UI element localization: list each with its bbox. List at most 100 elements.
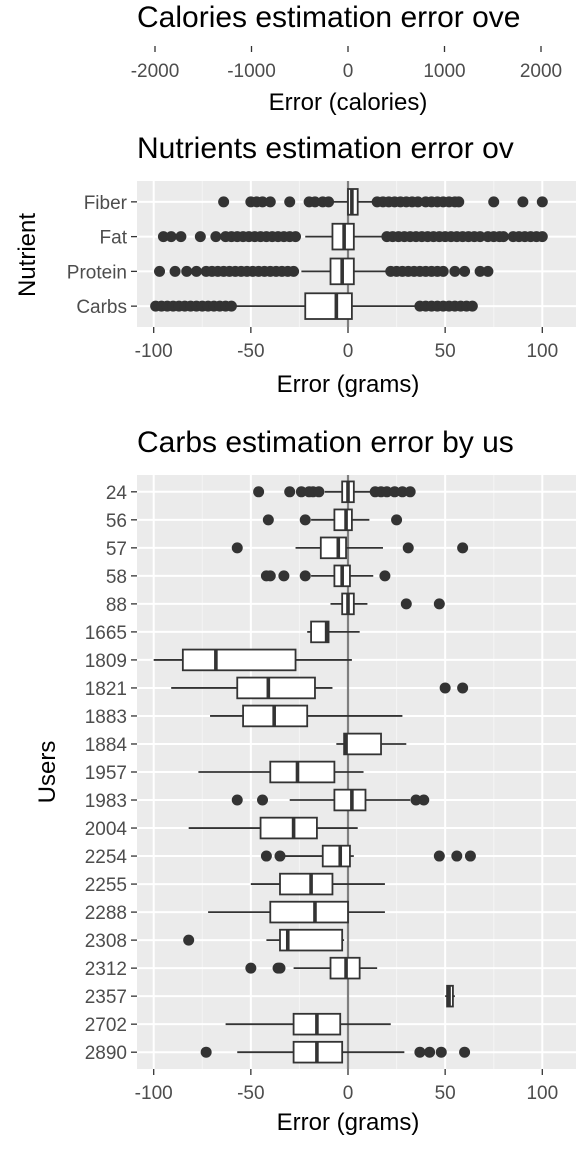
nutrients-outlier-point <box>225 300 237 312</box>
users-box <box>279 928 344 952</box>
users-box-1809 <box>153 648 352 672</box>
users-box-1983 <box>231 788 430 812</box>
nutrients-outlier-point <box>181 265 193 277</box>
users-box <box>259 816 318 840</box>
nutrients-outlier-point <box>474 265 486 277</box>
users-outlier-point <box>274 962 286 974</box>
nutrients-outlier-point <box>290 231 302 243</box>
users-outlier-point <box>414 1046 426 1058</box>
users-x-tick-label: 50 <box>435 1083 456 1104</box>
users-y-tick-label: 2702 <box>85 1015 127 1036</box>
nutrients-y-tick-label: Fat <box>100 228 128 249</box>
users-outlier-point <box>433 850 445 862</box>
users-outlier-point <box>295 486 307 498</box>
users-y-tick-label: 1957 <box>85 763 127 784</box>
nutrients-title: Nutrients estimation error ov <box>137 132 514 165</box>
users-outlier-point <box>183 934 195 946</box>
users-y-tick-label: 2255 <box>85 875 127 896</box>
users-x-axis-label: Error (grams) <box>277 1109 420 1136</box>
users-y-tick-label: 2890 <box>85 1043 127 1064</box>
users-box <box>269 900 349 924</box>
nutrients-outlier-point <box>482 265 494 277</box>
users-y-tick-label: 1983 <box>85 791 127 812</box>
nutrients-outlier-point <box>497 231 509 243</box>
nutrients-panel: Nutrients estimation error ov Fiber Fat Pr… <box>14 132 576 398</box>
nutrients-outlier-point <box>288 265 300 277</box>
nutrients-outlier-point <box>323 196 335 208</box>
nutrients-outlier-point <box>194 231 206 243</box>
users-outlier-point <box>418 794 430 806</box>
users-box-24 <box>253 480 416 504</box>
users-outlier-point <box>231 794 243 806</box>
users-x-tick-label: 100 <box>526 1083 558 1104</box>
users-box-1665 <box>307 620 360 644</box>
users-box-2255 <box>250 872 385 896</box>
nutrients-outlier-point <box>309 196 321 208</box>
nutrients-outlier-point <box>190 265 202 277</box>
nutrients-box-protein <box>154 257 494 286</box>
users-y-tick-label: 1883 <box>85 707 127 728</box>
users-outlier-point <box>402 542 414 554</box>
users-outlier-point <box>264 570 276 582</box>
users-title: Carbs estimation error by us <box>137 426 514 459</box>
nutrients-outlier-point <box>449 265 461 277</box>
users-outlier-point <box>391 514 403 526</box>
nutrients-outlier-point <box>284 196 296 208</box>
users-box <box>319 536 347 560</box>
users-y-tick-label: 1809 <box>85 651 127 672</box>
users-box-1821 <box>171 676 469 700</box>
users-outlier-point <box>262 514 274 526</box>
users-box-1884 <box>336 732 407 756</box>
users-box-2288 <box>208 900 385 924</box>
users-y-tick-label: 2254 <box>85 847 128 868</box>
nutrients-outlier-point <box>157 231 169 243</box>
users-y-tick-label: 2004 <box>85 819 128 840</box>
users-outlier-point <box>200 1046 212 1058</box>
nutrients-box <box>304 292 353 320</box>
users-box <box>279 872 334 896</box>
users-box-57 <box>231 536 469 560</box>
nutrients-x-tick-label: -50 <box>237 341 264 362</box>
users-outlier-point <box>299 514 311 526</box>
calories-x-tick-label: -1000 <box>227 61 276 82</box>
calories-x-tick-label: 0 <box>343 61 354 82</box>
users-panel: Carbs estimation error by us 24 56 57 58 88 1… <box>34 426 576 1136</box>
nutrients-box-fat <box>157 222 548 251</box>
users-box-88 <box>330 592 445 616</box>
nutrients-outlier-point <box>218 196 230 208</box>
nutrients-outlier-point <box>488 196 500 208</box>
users-outlier-point <box>284 486 296 498</box>
users-outlier-point <box>435 1046 447 1058</box>
users-outlier-point <box>459 1046 471 1058</box>
users-box <box>321 844 351 868</box>
users-box-56 <box>262 508 403 532</box>
nutrients-outlier-point <box>459 265 471 277</box>
users-y-tick-label: 2312 <box>85 959 127 980</box>
nutrients-y-axis-label: Nutrient <box>14 213 41 297</box>
users-y-tick-label: 56 <box>106 511 127 532</box>
users-box <box>333 508 353 532</box>
users-outlier-point <box>253 486 265 498</box>
users-box-1957 <box>198 760 364 784</box>
users-y-tick-label: 58 <box>106 567 127 588</box>
users-outlier-point <box>439 682 451 694</box>
nutrients-box-fiber <box>218 188 548 216</box>
users-outlier-point <box>433 598 445 610</box>
users-outlier-point <box>257 794 269 806</box>
users-outlier-point <box>231 542 243 554</box>
users-outlier-point <box>381 486 393 498</box>
users-y-axis-label: Users <box>34 741 61 804</box>
users-outlier-point <box>313 486 325 498</box>
users-x-tick-label: -100 <box>135 1083 173 1104</box>
users-outlier-point <box>274 850 286 862</box>
nutrients-outlier-point <box>474 231 486 243</box>
nutrients-outlier-point <box>264 196 276 208</box>
users-outlier-point <box>424 1046 436 1058</box>
users-x-tick-label: 0 <box>343 1083 354 1104</box>
users-y-tick-label: 2308 <box>85 931 127 952</box>
users-box-58 <box>260 564 391 588</box>
calories-x-ticks: -2000 -1000 0 1000 2000 <box>131 46 562 82</box>
users-outlier-point <box>457 682 469 694</box>
users-outlier-point <box>400 598 412 610</box>
